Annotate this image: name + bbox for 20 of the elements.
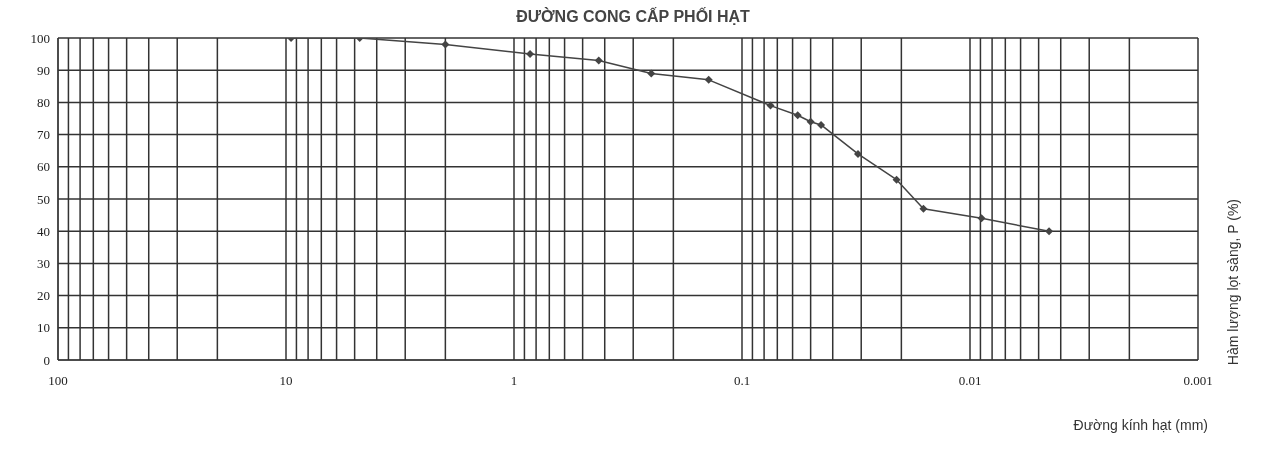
x-tick-label: 0.001: [1183, 373, 1213, 389]
y-tick-label: 60: [37, 159, 50, 175]
y-tick-label: 100: [30, 30, 50, 46]
x-tick-label: 1: [510, 373, 518, 389]
x-tick-label: 100: [48, 373, 68, 389]
y-tick-label: 70: [37, 127, 50, 143]
y-tick-label: 50: [37, 191, 50, 207]
y-tick-label: 20: [37, 288, 50, 304]
x-axis-title: Đường kính hạt (mm): [1073, 417, 1208, 433]
y-tick-label: 40: [37, 223, 50, 239]
y-tick-label: 80: [37, 95, 50, 111]
y-axis-title: Hàm lượng lọt sàng, P (%): [1224, 199, 1241, 366]
x-tick-label: 10: [279, 373, 293, 389]
y-tick-label: 0: [43, 352, 50, 368]
chart-title: ĐƯỜNG CONG CẤP PHỐI HẠT: [515, 8, 751, 27]
y-tick-label: 10: [37, 320, 50, 336]
x-tick-label: 0.1: [733, 373, 751, 389]
y-tick-label: 90: [37, 62, 50, 78]
y-tick-label: 30: [37, 256, 50, 272]
x-tick-label: 0.01: [958, 373, 982, 389]
